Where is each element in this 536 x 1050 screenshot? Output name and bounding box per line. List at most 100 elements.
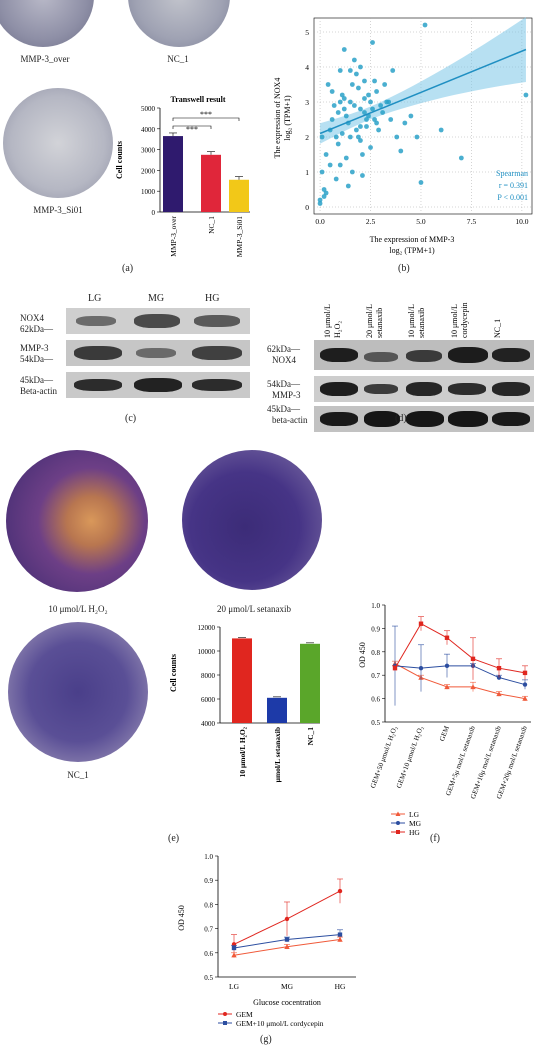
scatter-point	[366, 92, 371, 98]
legend-label: GEM	[236, 1010, 253, 1019]
data-point	[337, 936, 343, 942]
y-tick-label: 3	[305, 98, 309, 107]
scatter-point	[337, 162, 343, 168]
scatter-point	[321, 187, 327, 192]
y-tick-label: 1.0	[204, 853, 213, 861]
scatter-point	[378, 103, 384, 108]
scatter-point	[362, 78, 367, 84]
y-tick-label: 4000	[201, 720, 216, 728]
y-tick-label: 6000	[201, 696, 216, 704]
data-point	[470, 684, 476, 690]
lane-label-d-line2: cordycepin	[460, 302, 469, 338]
y-tick-label: 0.5	[204, 974, 213, 982]
legend-label: LG	[409, 810, 420, 819]
lane-mg: MG	[148, 293, 165, 304]
x-tick-label: GEM+10 μmol/L H₂O₂	[395, 724, 425, 789]
y-tick-label: 2000	[141, 167, 156, 175]
data-point	[284, 944, 290, 949]
stat-r: r = 0.391	[499, 181, 528, 190]
scatter-point	[343, 113, 349, 119]
transwell-bar-chart: Transwell result Cell counts 0 1000 2000 30…	[115, 95, 250, 257]
y-tick-label: 0.5	[371, 719, 380, 727]
data-point	[284, 916, 290, 922]
legend-marker	[223, 1021, 227, 1025]
scatter-point	[414, 134, 420, 140]
lane-label-d-line1: 10 μmol/L	[323, 304, 332, 338]
scatter-point	[347, 68, 353, 73]
scatter-point	[325, 82, 331, 87]
scatter-point	[341, 106, 347, 112]
y-tick-label: 0	[152, 209, 156, 217]
scatter-point	[321, 194, 327, 199]
row-d-nox4: NOX4	[272, 355, 296, 365]
y-tick-label: 0.6	[371, 696, 380, 704]
panel-label-e: (e)	[168, 833, 180, 844]
x-tick-label: GEM	[438, 724, 451, 742]
scatter-point	[372, 78, 377, 84]
scatter-point	[356, 85, 361, 91]
row-d-mmp3: MMP-3	[272, 390, 301, 400]
scatter-point	[329, 89, 335, 94]
transwell-image-mmp3-over	[0, 0, 94, 47]
x-tick-label: 2.5	[366, 217, 376, 226]
scatter-point	[408, 113, 414, 119]
bar	[300, 643, 320, 723]
transwell-image-setanaxib	[182, 450, 322, 590]
lane-label-d-line2: H₂O₂	[333, 321, 342, 338]
row-actin-kda: 45kDa—	[20, 375, 53, 385]
scatter-point	[339, 131, 345, 136]
legend-label: HG	[409, 828, 420, 837]
data-point	[337, 932, 343, 937]
x-tick-label: NC_1	[207, 216, 216, 234]
scatter-point	[458, 155, 464, 161]
series-line	[394, 665, 526, 686]
scatter-point	[329, 117, 335, 122]
caption-nc1-e: NC_1	[67, 770, 89, 780]
scatter-point	[341, 47, 347, 52]
chart-g-ylabel: OD 450	[177, 905, 186, 931]
scatter-point	[331, 103, 337, 108]
scatter-point	[372, 117, 377, 122]
scatter-point	[368, 145, 373, 150]
chart-a-title: Transwell result	[170, 95, 225, 104]
scatter-point	[398, 148, 404, 154]
scatter-point	[418, 180, 424, 185]
x-tick-label: GEM+20μ mol/L setanaxib	[495, 724, 529, 800]
chart-f-ylabel: OD 450	[358, 642, 367, 668]
x-tick-label: MMP-3_over	[169, 216, 178, 257]
caption-mmp3-si01: MMP-3_Si01	[33, 205, 83, 215]
scatter-point	[343, 155, 349, 161]
scatter-point	[364, 124, 369, 129]
chart-b-ylabel-1: The expression of NOX4	[273, 78, 282, 159]
lane-label-d-line1: 10 μmol/L	[450, 304, 459, 338]
lane-label-d-line1: NC_1	[493, 319, 502, 338]
y-tick-label: 10000	[198, 648, 216, 656]
scatter-point	[351, 57, 357, 63]
data-point	[392, 665, 398, 671]
cell-counts-bar-chart: Cell counts 4000 6000 8000 10000 12000 10 μm…	[169, 624, 320, 783]
scatter-point	[341, 96, 347, 101]
scatter-point	[327, 162, 333, 168]
od450-line-chart-g: OD 450 0.5 0.6 0.7 0.8 0.9 1.0 LG MG HG Glucose…	[177, 853, 356, 1030]
scatter-point	[349, 169, 355, 175]
data-point	[496, 665, 502, 671]
row-nox4: NOX4	[20, 313, 44, 323]
y-tick-label: 8000	[201, 672, 216, 680]
legend-marker	[223, 1012, 227, 1016]
y-tick-label: 1	[305, 168, 309, 177]
legend-label: MG	[409, 819, 422, 828]
transwell-image-h2o2	[6, 450, 148, 592]
scatter-point	[390, 68, 396, 73]
scatter-point	[317, 197, 323, 203]
caption-nc1: NC_1	[167, 54, 189, 64]
data-point	[231, 945, 237, 951]
y-tick-label: 2	[305, 133, 309, 142]
y-tick-label: 3000	[141, 147, 156, 155]
scatter-point	[382, 82, 388, 87]
bar	[267, 697, 287, 723]
blot-d-nox4	[314, 340, 534, 370]
data-point	[231, 952, 237, 958]
y-tick-label: 1000	[141, 188, 156, 196]
y-tick-label: 4000	[141, 126, 156, 134]
bar	[201, 154, 221, 212]
